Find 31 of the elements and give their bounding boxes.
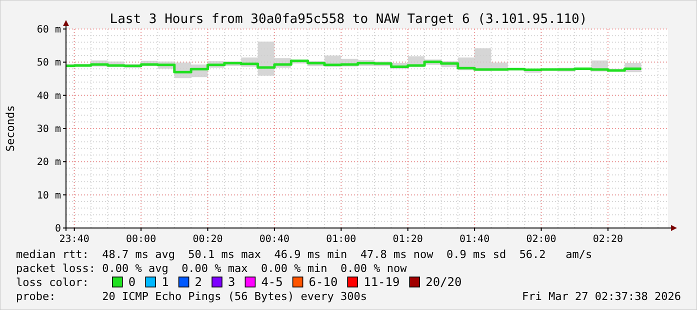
text: packet loss: 0.00 % avg 0.00 % max 0.00 % min 0.00 % now: [16, 262, 408, 275]
legend-label: 6-10: [308, 275, 338, 289]
legend-label: 20/20: [426, 275, 462, 289]
y-tick-label: 50 m: [36, 58, 61, 69]
legend-label: 2: [194, 275, 202, 289]
legend-label: 4-5: [261, 275, 283, 289]
y-tick-label: 20 m: [36, 157, 61, 168]
text: median rtt: 48.7 ms avg 50.1 ms max 46.9 ms min 47.8 ms now 0.9 ms sd 56.2 am/s: [16, 248, 592, 261]
legend-label: 1: [162, 275, 169, 289]
legend-label: 0: [128, 275, 136, 289]
y-axis-title: Seconds: [4, 105, 17, 152]
x-tick-label: 00:40: [259, 234, 290, 245]
legend-label: 11-19: [364, 275, 400, 289]
x-tick-label: 02:00: [526, 234, 556, 245]
text: loss color:: [16, 276, 89, 289]
x-tick-label: 02:20: [592, 234, 624, 245]
y-tick-label: 60 m: [36, 24, 61, 36]
y-tick-label: 30 m: [36, 124, 61, 135]
x-tick-label: 00:00: [126, 234, 156, 245]
x-tick-label: 23:40: [59, 234, 90, 245]
chart-title: Last 3 Hours from 30a0fa95c558 to NAW Target 6 (3.101.95.110): [110, 12, 588, 27]
x-tick-label: 01:00: [326, 234, 356, 245]
y-tick-label: 40 m: [36, 90, 61, 102]
legend-label: 3: [228, 275, 236, 289]
text: Fri Mar 27 02:37:38 2026: [522, 290, 681, 303]
x-tick-label: 00:20: [192, 234, 223, 245]
x-tick-label: 01:20: [392, 234, 423, 245]
y-tick-label: 0: [54, 224, 61, 234]
y-tick-label: 10 m: [36, 190, 61, 202]
text: probe: 20 ICMP Echo Pings (56 Bytes) every 300s: [16, 290, 367, 303]
x-tick-label: 01:40: [460, 234, 490, 245]
